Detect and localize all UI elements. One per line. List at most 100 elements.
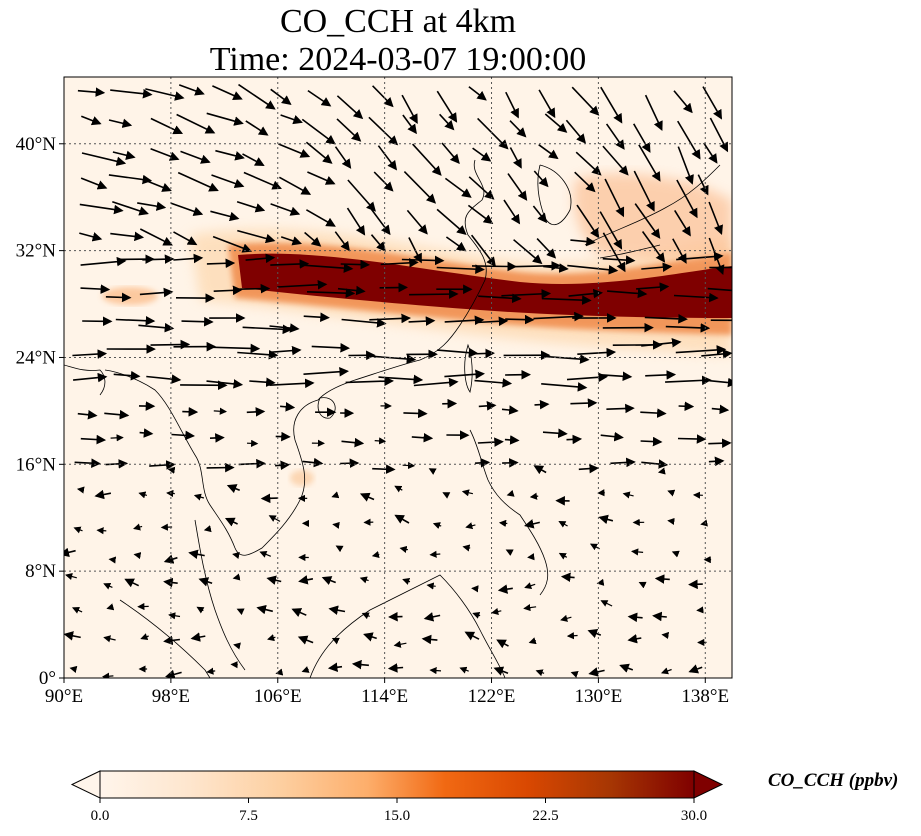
wind-arrow [602,255,636,265]
wind-arrow [341,318,387,328]
wind-arrow [533,170,549,188]
wind-arrow [523,604,537,612]
wind-arrow [501,289,552,299]
wind-arrow [600,371,633,382]
wind-arrow [428,468,437,475]
wind-arrow [538,89,556,119]
wind-arrow [493,666,509,676]
wind-arrow [133,523,143,531]
wind-arrow [270,259,310,269]
wind-arrow [206,112,244,126]
wind-arrow [103,635,116,643]
wind-arrow [528,637,537,645]
wind-arrow [238,83,276,110]
wind-arrow [444,369,485,380]
wind-arrow [65,573,77,581]
wind-arrow [311,343,350,353]
wind-arrow [387,663,404,673]
wind-arrow [709,117,729,153]
wind-arrow [297,635,314,645]
wind-arrow [226,484,240,494]
wind-arrow [377,145,398,171]
wind-arrow [578,463,599,474]
wind-arrow [432,522,442,529]
wind-arrow [503,199,521,225]
wind-arrow [108,556,117,564]
wind-arrow [671,550,680,558]
wind-arrow [654,574,670,584]
wind-arrow [491,607,502,615]
wind-arrow [468,348,495,359]
wind-arrow [423,612,441,622]
wind-arrow [513,239,543,265]
wind-arrow [245,253,276,264]
wind-arrow [334,146,352,169]
wind-arrow [506,489,515,497]
wind-arrow [477,437,504,447]
wind-arrow [108,174,153,185]
wind-arrow [163,554,178,564]
wind-arrow [80,256,127,267]
wind-arrow [363,632,377,642]
wind-arrow [633,123,651,153]
wind-arrow [269,378,315,389]
colorbar-tick-label: 0.0 [91,808,110,824]
wind-arrow [566,372,608,383]
wind-arrow [542,428,568,439]
wind-arrow [502,458,519,468]
lon-tick-label: 130°E [575,686,623,707]
wind-arrow [242,324,293,335]
colorbar-extend-min [70,770,101,799]
wind-arrow [139,428,154,438]
wind-arrow [328,605,346,615]
wind-arrow [605,123,625,150]
wind-arrow [462,544,471,552]
wind-arrow [64,631,81,641]
wind-arrow [566,632,578,640]
wind-arrow [565,119,587,144]
wind-arrow [587,629,602,639]
wind-arrow [373,171,394,192]
wind-arrow [652,611,667,622]
wind-arrow [677,120,701,160]
wind-arrow [236,200,266,213]
wind-arrow [331,491,340,499]
wind-arrow [270,88,292,105]
colorbar-gradient [100,771,694,798]
wind-arrow [303,312,330,323]
wind-arrow [361,612,370,620]
wind-arrow [345,376,394,386]
lat-tick-label: 8°N [25,561,56,582]
wind-arrow [638,144,661,182]
wind-arrow [501,405,519,415]
wind-arrow [533,311,584,322]
wind-arrow [351,659,369,670]
wind-arrow [378,374,424,385]
wind-arrow [399,545,409,553]
wind-arrow [467,204,494,225]
wind-arrow [588,667,605,677]
co-patch-indochina [290,470,314,486]
wind-arrow [77,409,98,420]
wind-arrow [505,549,514,556]
wind-arrow [688,579,703,590]
wind-arrow [711,404,730,415]
wind-arrow [468,176,495,200]
malay-peninsula [194,519,246,671]
wind-arrow [198,577,213,587]
lon-tick-label: 122°E [468,686,516,707]
wind-arrow [104,409,130,420]
wind-arrow [372,85,394,108]
wind-arrow [173,231,198,246]
wind-arrow [600,600,613,607]
wind-arrow [374,437,387,445]
wind-arrow [641,231,666,263]
wind-arrow [676,179,698,219]
wind-arrow [145,179,172,192]
wind-arrow [139,287,174,298]
wind-arrow [408,316,436,326]
wind-arrow [80,284,111,294]
wind-arrow [108,118,133,128]
wind-arrow [566,434,583,445]
wind-arrow [246,407,266,417]
